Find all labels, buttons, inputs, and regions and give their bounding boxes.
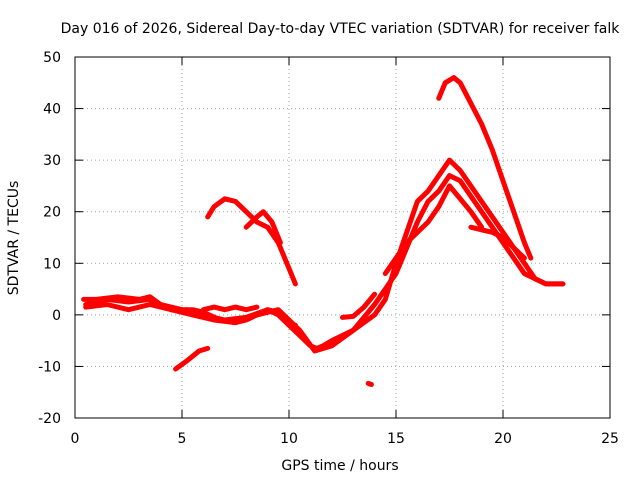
chart-title: Day 016 of 2026, Sidereal Day-to-day VTE… (61, 21, 621, 37)
series-track-10 (436, 75, 534, 261)
x-tick-label: 10 (280, 431, 298, 447)
y-tick-label: 20 (43, 205, 61, 221)
series-track-13 (365, 380, 374, 387)
y-tick-label: 10 (43, 256, 61, 272)
y-tick-label: 40 (43, 102, 61, 118)
x-tick-label: 0 (71, 431, 80, 447)
tick-layer (74, 56, 611, 419)
x-tick-label: 25 (601, 431, 619, 447)
y-axis-title: SDTVAR / TECUs (6, 181, 22, 296)
label-layer: 0 5 10 15 20 25 -20 -10 0 10 20 30 40 50 (38, 50, 619, 447)
y-tick-label: 30 (43, 153, 61, 169)
series-track-12 (340, 291, 378, 320)
x-tick-label: 20 (494, 431, 512, 447)
y-tick-label: 50 (43, 50, 61, 66)
series-track-9 (173, 345, 211, 372)
series-layer (81, 75, 566, 387)
x-tick-label: 5 (178, 431, 187, 447)
series-track-11 (468, 224, 527, 261)
x-tick-label: 15 (387, 431, 405, 447)
y-tick-label: -20 (38, 411, 61, 427)
y-tick-label: -10 (38, 359, 61, 375)
series-track-5 (200, 304, 260, 313)
series-track-6 (183, 307, 298, 328)
plot-frame (74, 56, 611, 419)
series-track-7 (205, 196, 298, 287)
series-track-3 (382, 183, 485, 277)
y-tick-label: 0 (52, 308, 61, 324)
series-track-8 (243, 209, 283, 246)
x-axis-title: GPS time / hours (281, 458, 398, 474)
